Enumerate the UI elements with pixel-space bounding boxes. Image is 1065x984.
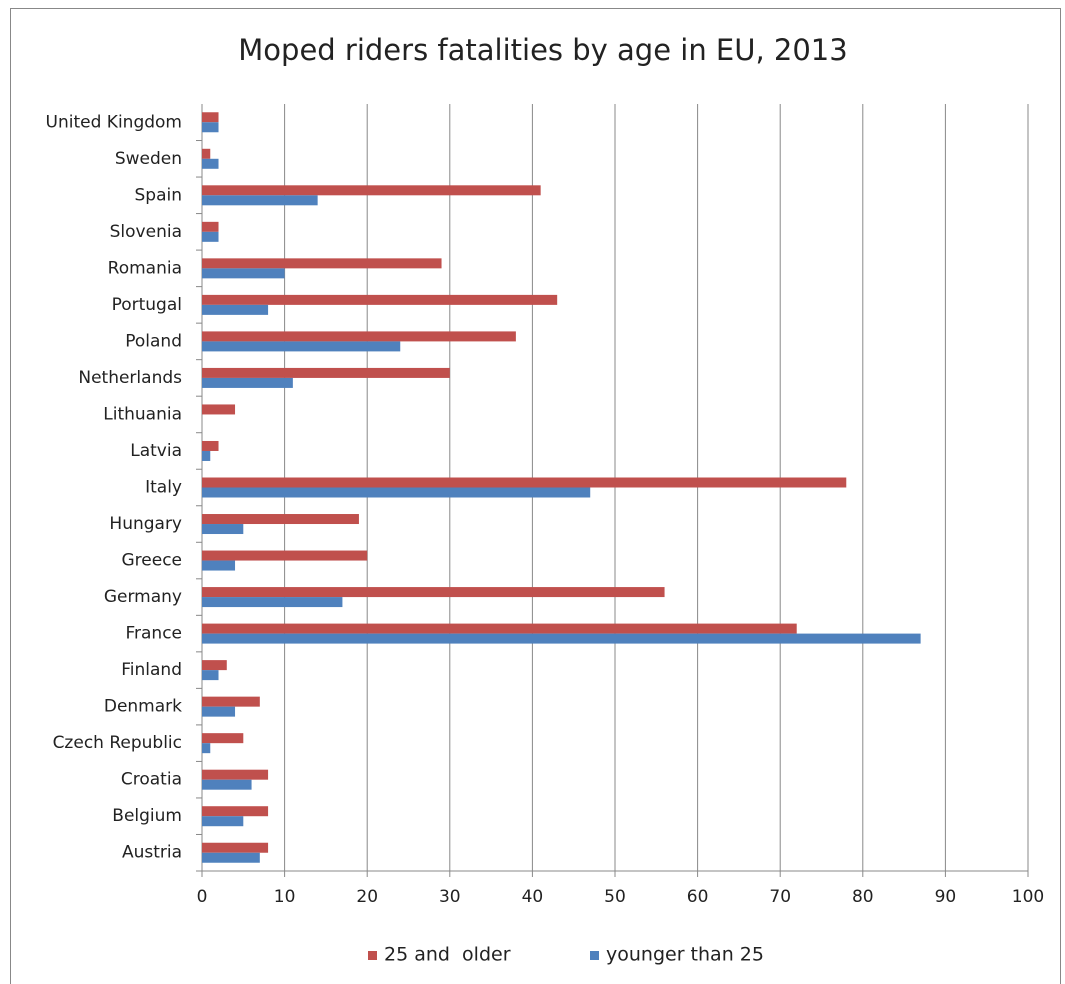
- bar: [202, 806, 269, 817]
- x-tick-label: 20: [356, 887, 378, 907]
- legend-label: 25 and older: [384, 944, 511, 966]
- bar: [202, 743, 211, 754]
- bar: [202, 377, 293, 388]
- bar: [202, 331, 516, 342]
- bar: [202, 487, 591, 498]
- y-tick-label: Spain: [135, 185, 183, 205]
- bar: [202, 623, 797, 634]
- bar: [202, 268, 285, 279]
- x-tick-label: 80: [852, 887, 874, 907]
- y-tick-label: Portugal: [112, 295, 182, 315]
- bar: [202, 660, 227, 671]
- y-tick-label: France: [125, 624, 182, 644]
- y-tick-label: Italy: [145, 478, 182, 498]
- bar: [202, 560, 236, 571]
- bar: [202, 367, 450, 378]
- bar: [202, 122, 219, 133]
- bar: [202, 440, 219, 451]
- bar: [202, 304, 269, 315]
- x-tick-label: 70: [769, 887, 791, 907]
- y-tick-label: Sweden: [115, 149, 182, 169]
- bar: [202, 779, 252, 790]
- y-tick-label: Netherlands: [78, 368, 182, 388]
- bar: [202, 696, 260, 707]
- bar: [202, 404, 236, 415]
- x-tick-label: 40: [522, 887, 544, 907]
- bar: [202, 587, 665, 598]
- bar: [202, 148, 211, 159]
- x-tick-label: 100: [1012, 887, 1044, 907]
- bar: [202, 852, 260, 863]
- bar: [202, 733, 244, 744]
- legend-swatch: [590, 951, 599, 960]
- legend-swatch: [368, 951, 377, 960]
- y-tick-label: Austria: [122, 843, 182, 863]
- bar: [202, 158, 219, 169]
- chart-title: Moped riders fatalities by age in EU, 20…: [238, 33, 847, 67]
- bar: [202, 112, 219, 123]
- bar: [202, 477, 847, 488]
- bar: [202, 514, 359, 525]
- legend-label: younger than 25: [606, 944, 764, 966]
- bar: [202, 195, 318, 206]
- y-tick-label: Poland: [125, 331, 182, 351]
- y-tick-label: Denmark: [104, 697, 182, 717]
- bar: [202, 231, 219, 242]
- x-tick-label: 50: [604, 887, 626, 907]
- bar: [202, 816, 244, 827]
- bar: [202, 450, 211, 461]
- x-tick-label: 30: [439, 887, 461, 907]
- x-tick-label: 90: [935, 887, 957, 907]
- y-tick-label: Belgium: [112, 806, 182, 826]
- x-tick-label: 60: [687, 887, 709, 907]
- y-tick-label: Slovenia: [110, 222, 182, 242]
- bar: [202, 294, 558, 305]
- bar: [202, 221, 219, 232]
- bar: [202, 769, 269, 780]
- bar: [202, 341, 401, 352]
- y-tick-label: Greece: [121, 551, 182, 571]
- bar: [202, 706, 236, 717]
- y-tick-label: Germany: [104, 587, 182, 607]
- y-tick-label: Czech Republic: [53, 733, 182, 753]
- y-tick-label: Latvia: [130, 441, 182, 461]
- bar: [202, 524, 244, 535]
- bar: [202, 633, 921, 644]
- bar: [202, 842, 269, 853]
- bar: [202, 670, 219, 681]
- y-tick-label: Hungary: [109, 514, 182, 534]
- bar: [202, 258, 442, 269]
- bar: [202, 185, 541, 196]
- y-tick-label: Finland: [121, 660, 182, 680]
- x-tick-label: 0: [197, 887, 208, 907]
- y-tick-label: Croatia: [121, 770, 182, 790]
- bar: [202, 550, 368, 561]
- bar: [202, 597, 343, 608]
- y-tick-label: United Kingdom: [46, 112, 182, 132]
- y-tick-label: Lithuania: [103, 404, 182, 424]
- y-tick-label: Romania: [108, 258, 182, 278]
- x-tick-label: 10: [274, 887, 296, 907]
